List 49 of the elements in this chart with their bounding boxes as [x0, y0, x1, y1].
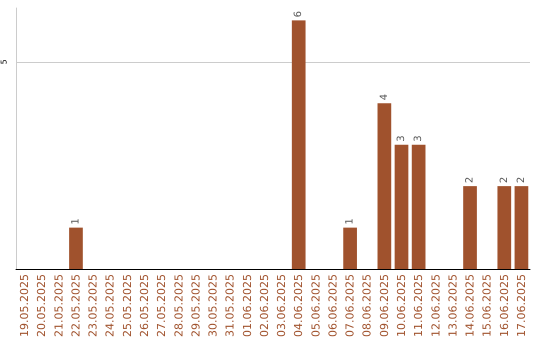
x-tick-label: 14.06.2025	[464, 274, 477, 338]
bar	[378, 103, 392, 270]
x-tick-label: 29.05.2025	[189, 274, 202, 338]
x-tick-label: 10.06.2025	[395, 274, 408, 338]
x-tick-label: 16.06.2025	[498, 274, 511, 338]
data-label: 6	[293, 11, 304, 18]
x-tick-label: 08.06.2025	[360, 274, 374, 338]
x-tick-label: 07.06.2025	[344, 274, 357, 338]
x-tick-label: 19.05.2025	[18, 274, 32, 338]
x-tick-label: 30.05.2025	[206, 274, 220, 338]
data-label: 1	[344, 218, 356, 225]
x-tick-label: 01.06.2025	[240, 274, 254, 338]
x-tick-label: 25.05.2025	[120, 274, 134, 338]
x-tick-label: 23.05.2025	[86, 274, 100, 338]
bar	[292, 20, 306, 270]
x-tick-label: 05.06.2025	[309, 274, 322, 338]
x-tick-label: 13.06.2025	[446, 274, 460, 338]
bar	[394, 144, 408, 270]
data-label: 4	[378, 94, 390, 100]
x-tick-label: 06.06.2025	[326, 274, 340, 338]
bar	[463, 186, 477, 270]
data-label: 1	[70, 218, 82, 225]
x-tick-label: 22.05.2025	[69, 274, 82, 338]
data-label: 2	[464, 176, 476, 184]
x-tick-label: 26.05.2025	[138, 274, 151, 338]
bar	[514, 186, 528, 270]
bar	[412, 144, 426, 270]
x-tick-label: 03.06.2025	[275, 274, 288, 338]
x-tick-label: 20.05.2025	[35, 274, 48, 338]
data-label: 2	[498, 176, 510, 184]
bar	[497, 186, 512, 270]
x-tick-label: 21.05.2025	[52, 274, 66, 338]
x-tick-label: 12.06.2025	[429, 274, 442, 338]
x-tick-label: 24.05.2025	[104, 274, 117, 338]
x-tick-label: 31.05.2025	[224, 274, 237, 338]
bar	[69, 228, 83, 270]
data-label: 3	[396, 135, 407, 142]
x-tick-label: 09.06.2025	[378, 274, 391, 338]
x-tick-label: 04.06.2025	[292, 274, 306, 338]
x-tick-label: 27.05.2025	[155, 274, 168, 338]
x-tick-label: 15.06.2025	[480, 274, 494, 338]
x-tick-label: 28.05.2025	[172, 274, 186, 338]
x-tick-label: 02.06.2025	[258, 274, 271, 338]
bar	[343, 228, 357, 270]
x-tick-label: 11.06.2025	[412, 274, 426, 338]
data-label: 3	[413, 135, 424, 142]
data-label: 2	[516, 176, 527, 184]
y-tick-label: 5	[0, 59, 8, 64]
x-tick-label: 17.06.2025	[514, 274, 528, 338]
